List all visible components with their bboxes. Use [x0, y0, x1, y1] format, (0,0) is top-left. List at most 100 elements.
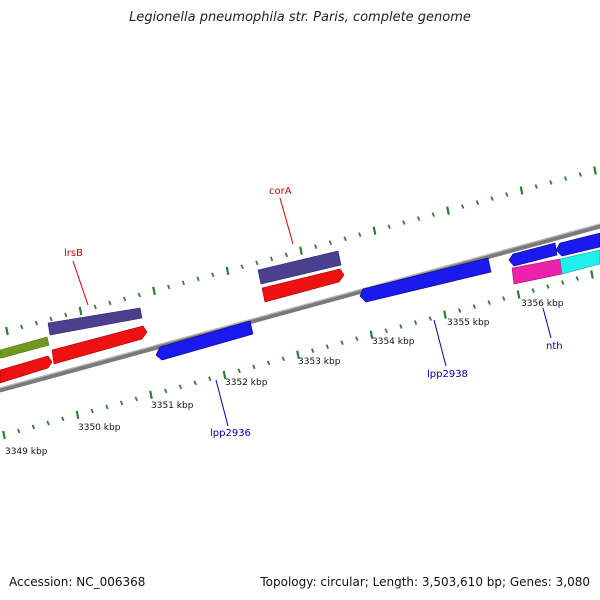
gene-label-lpp2938[interactable]: lpp2938: [427, 369, 468, 380]
outer-minor-tick: [137, 292, 141, 298]
outer-minor-tick: [387, 224, 391, 230]
scale-label: 3351 kbp: [151, 401, 194, 411]
outer-minor-tick: [534, 184, 538, 189]
inner-minor-tick: [252, 364, 256, 370]
inner-minor-tick: [311, 348, 315, 354]
red-feature-lrsB[interactable]: [51, 325, 148, 365]
callout-nth: [542, 307, 552, 339]
outer-minor-tick: [240, 264, 244, 270]
outer-minor-tick: [64, 312, 68, 318]
outer-major-tick: [372, 226, 377, 235]
inner-minor-tick: [237, 368, 241, 374]
outer-minor-tick: [314, 244, 318, 250]
scale-labels: 3349 kbp 3350 kbp 3351 kbp 3352 kbp 3353…: [5, 299, 564, 457]
gene-label-nth[interactable]: nth: [546, 341, 563, 352]
outer-minor-tick: [181, 280, 186, 286]
outer-major-tick: [446, 206, 450, 215]
outer-tick-track: [5, 166, 597, 336]
inner-minor-tick: [178, 384, 183, 390]
blue-feature-lpp2938[interactable]: [359, 257, 492, 303]
outer-minor-tick: [402, 220, 406, 225]
inner-minor-tick: [560, 280, 565, 285]
gene-label-corA[interactable]: corA: [269, 186, 292, 197]
scale-label: 3356 kbp: [521, 299, 564, 309]
callout-lpp2936: [215, 379, 229, 427]
inner-minor-tick: [472, 304, 477, 309]
inner-minor-tick: [325, 344, 330, 350]
outer-minor-tick: [255, 260, 259, 266]
outer-minor-tick: [461, 204, 465, 209]
outer-minor-tick: [416, 216, 421, 221]
outer-minor-tick: [505, 192, 509, 197]
features: [0, 232, 600, 384]
slate-feature-lrsB[interactable]: [47, 307, 143, 336]
callout-lines: [72, 197, 552, 427]
blue-feature-right-b[interactable]: [555, 232, 600, 257]
red-feature-left[interactable]: [0, 355, 53, 384]
outer-major-tick: [225, 266, 230, 276]
gene-label-lrsB[interactable]: lrsB: [64, 248, 83, 259]
inner-minor-tick: [399, 324, 403, 329]
inner-minor-tick: [355, 336, 359, 342]
genome-backbone: [0, 223, 600, 393]
outer-major-tick: [519, 186, 524, 195]
inner-minor-tick: [105, 404, 109, 410]
inner-minor-tick: [502, 296, 506, 301]
outer-minor-tick: [358, 232, 362, 238]
map-title: Legionella pneumophila str. Paris, compl…: [129, 10, 471, 25]
scale-label: 3354 kbp: [372, 337, 415, 347]
inner-minor-tick: [458, 308, 462, 313]
inner-minor-tick: [340, 340, 344, 346]
inner-major-tick: [443, 310, 447, 319]
outer-minor-tick: [93, 304, 97, 310]
outer-minor-tick: [490, 196, 494, 201]
callout-lpp2938: [433, 319, 447, 367]
inner-major-tick: [75, 410, 80, 420]
outer-minor-tick: [549, 180, 553, 185]
genome-summary-text: Topology: circular; Length: 3,503,610 bp…: [260, 575, 590, 589]
scale-label: 3349 kbp: [5, 447, 48, 457]
scale-label: 3355 kbp: [447, 318, 490, 328]
inner-major-tick: [2, 430, 6, 440]
callout-corA: [279, 197, 294, 245]
inner-minor-tick: [575, 276, 579, 281]
inner-minor-tick: [487, 300, 491, 305]
scale-label: 3352 kbp: [225, 378, 268, 388]
outer-minor-tick: [343, 236, 347, 242]
inner-minor-tick: [384, 328, 388, 334]
outer-major-tick: [593, 166, 597, 175]
scale-label: 3353 kbp: [298, 357, 341, 367]
inner-minor-tick: [61, 416, 65, 422]
outer-minor-tick: [269, 256, 274, 262]
outer-major-tick: [152, 286, 156, 296]
outer-minor-tick: [284, 252, 288, 258]
cyan-feature[interactable]: [559, 249, 600, 275]
gene-label-lpp2936[interactable]: lpp2936: [210, 428, 251, 439]
outer-minor-tick: [211, 272, 215, 278]
outer-minor-tick: [167, 284, 171, 290]
inner-minor-tick: [119, 400, 124, 406]
blue-feature-right-a[interactable]: [508, 242, 558, 267]
olive-feature[interactable]: [0, 336, 50, 359]
inner-minor-tick: [208, 376, 212, 382]
outer-minor-tick: [196, 276, 200, 282]
red-feature-corA[interactable]: [261, 268, 345, 303]
accession-text: Accession: NC_006368: [9, 575, 146, 589]
outer-major-tick: [78, 306, 83, 316]
inner-major-tick: [590, 270, 594, 279]
blue-feature-lpp2936[interactable]: [155, 320, 254, 361]
outer-minor-tick: [431, 212, 435, 217]
inner-minor-tick: [90, 408, 94, 414]
outer-minor-tick: [122, 296, 127, 302]
inner-minor-tick: [266, 360, 271, 366]
slate-feature-corA[interactable]: [257, 250, 342, 285]
inner-major-tick: [149, 390, 153, 400]
outer-minor-tick: [563, 176, 568, 181]
inner-minor-tick: [531, 288, 535, 293]
outer-major-tick: [299, 246, 303, 255]
outer-minor-tick: [578, 172, 582, 177]
inner-minor-tick: [31, 424, 36, 430]
outer-major-tick: [5, 326, 9, 336]
inner-minor-tick: [46, 420, 50, 426]
